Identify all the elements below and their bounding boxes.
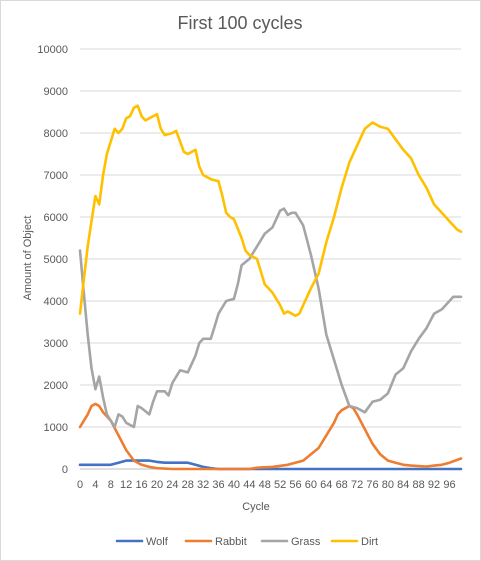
y-axis-label: Amount of Object xyxy=(22,216,34,301)
legend-label-rabbit: Rabbit xyxy=(215,536,247,548)
y-tick-label: 1000 xyxy=(44,422,68,434)
x-tick-label: 0 xyxy=(77,479,83,491)
legend-label-dirt: Dirt xyxy=(361,536,378,548)
y-axis-ticks: 0 1000 2000 3000 4000 5000 6000 7000 8000 9000 100… xyxy=(37,44,68,476)
y-tick-label: 6000 xyxy=(44,212,68,224)
y-tick-label: 9000 xyxy=(44,86,68,98)
y-tick-label: 4000 xyxy=(44,296,68,308)
x-tick-label: 80 xyxy=(382,479,394,491)
x-tick-label: 68 xyxy=(336,479,348,491)
x-tick-label: 60 xyxy=(305,479,317,491)
x-tick-label: 32 xyxy=(197,479,209,491)
x-tick-label: 36 xyxy=(212,479,224,491)
y-tick-label: 8000 xyxy=(44,128,68,140)
series-line-dirt xyxy=(78,104,463,317)
x-tick-label: 40 xyxy=(228,479,240,491)
x-axis-ticks: 0 4 8 12 16 20 24 28 32 36 40 44 48 52 56 60 64 68 72 76 80 8… xyxy=(77,479,456,491)
x-tick-label: 56 xyxy=(289,479,301,491)
x-tick-label: 96 xyxy=(443,479,455,491)
legend-label-wolf: Wolf xyxy=(146,536,169,548)
y-tick-label: 5000 xyxy=(44,254,68,266)
x-tick-label: 76 xyxy=(366,479,378,491)
series-lines xyxy=(78,104,463,471)
x-tick-label: 20 xyxy=(151,479,163,491)
x-tick-label: 52 xyxy=(274,479,286,491)
x-tick-label: 64 xyxy=(320,479,332,491)
chart-title: First 100 cycles xyxy=(177,13,302,33)
x-tick-label: 92 xyxy=(428,479,440,491)
y-tick-label: 10000 xyxy=(37,44,68,56)
x-axis-label: Cycle xyxy=(242,501,270,513)
x-tick-label: 84 xyxy=(397,479,409,491)
x-tick-label: 24 xyxy=(166,479,178,491)
legend: Wolf Rabbit Grass Dirt xyxy=(115,536,378,548)
x-tick-label: 88 xyxy=(413,479,425,491)
y-tick-label: 2000 xyxy=(44,380,68,392)
series-line-grass xyxy=(78,207,463,429)
legend-label-grass: Grass xyxy=(291,536,321,548)
x-tick-label: 44 xyxy=(243,479,255,491)
x-tick-label: 12 xyxy=(120,479,132,491)
y-tick-label: 0 xyxy=(62,464,68,476)
x-tick-label: 4 xyxy=(92,479,98,491)
y-tick-label: 7000 xyxy=(44,170,68,182)
x-tick-label: 16 xyxy=(135,479,147,491)
x-tick-label: 28 xyxy=(182,479,194,491)
y-tick-label: 3000 xyxy=(44,338,68,350)
x-tick-label: 48 xyxy=(259,479,271,491)
x-tick-label: 8 xyxy=(108,479,114,491)
x-tick-label: 72 xyxy=(351,479,363,491)
